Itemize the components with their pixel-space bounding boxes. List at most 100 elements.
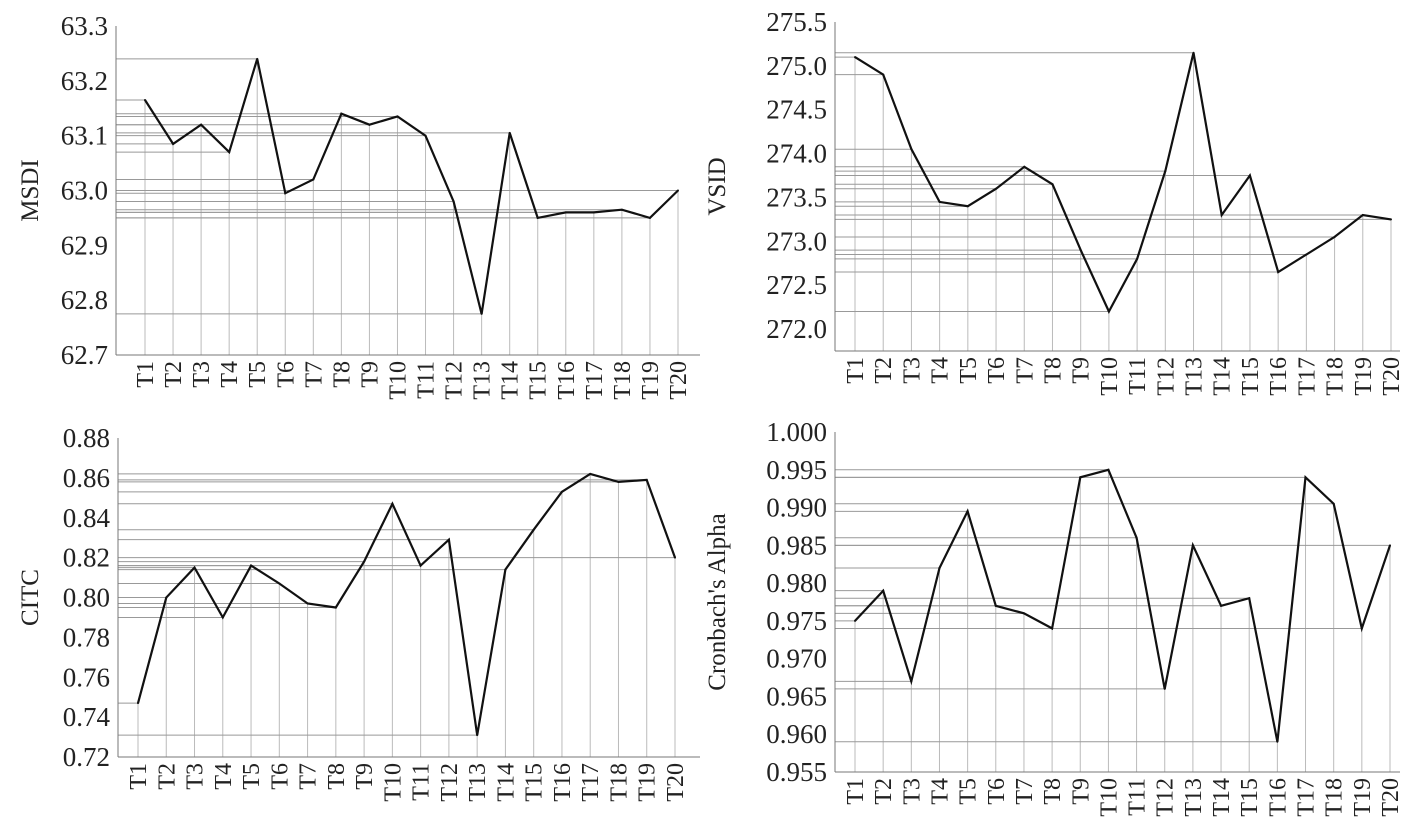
y-tick-label: 0.76 — [63, 662, 110, 692]
data-point-T15 — [1248, 174, 1251, 177]
x-tick-label: T14 — [493, 763, 519, 802]
data-point-T20 — [677, 189, 679, 192]
x-tick-label: T20 — [666, 361, 692, 400]
data-point-T16 — [1276, 740, 1279, 743]
data-point-T15 — [532, 528, 535, 531]
x-tick-label: T13 — [1182, 357, 1208, 396]
x-tick-label: T16 — [554, 361, 580, 400]
data-point-T10 — [1107, 310, 1110, 313]
x-tick-label: T6 — [267, 763, 293, 790]
y-axis-label: Cronbach's Alpha — [704, 513, 731, 690]
y-tick-label: 275.5 — [766, 7, 827, 37]
x-tick-label: T7 — [296, 763, 322, 790]
x-tick-label: T19 — [1351, 357, 1377, 396]
data-point-T16 — [564, 211, 567, 214]
y-axis-label: MSDI — [17, 159, 44, 222]
y-tick-label: 0.74 — [63, 702, 111, 732]
data-point-T3 — [910, 148, 913, 151]
data-point-T12 — [1163, 687, 1166, 690]
data-point-T2 — [165, 596, 168, 599]
x-tick-label: T16 — [1266, 357, 1292, 396]
y-tick-label: 273.0 — [766, 226, 827, 256]
x-tick-label: T2 — [871, 778, 897, 805]
data-point-T14 — [1220, 214, 1223, 217]
series-line — [854, 468, 1392, 743]
y-tick-label: 272.5 — [766, 270, 827, 300]
series-line — [136, 472, 677, 736]
x-tick-label: T8 — [1040, 778, 1066, 805]
data-point-T2 — [882, 73, 885, 76]
y-tick-label: 0.965 — [766, 681, 827, 711]
y-tick-label: 0.88 — [63, 423, 110, 453]
y-tick-label: 0.975 — [766, 606, 827, 636]
data-point-T20 — [674, 556, 676, 559]
y-tick-label: 275.0 — [766, 51, 827, 81]
y-tick-label: 0.985 — [766, 530, 827, 560]
data-point-T6 — [994, 604, 997, 607]
x-tick-label: T1 — [843, 357, 869, 384]
data-point-T4 — [228, 151, 231, 154]
x-tick-label: T9 — [352, 763, 378, 790]
x-tick-label: T12 — [1153, 778, 1179, 817]
x-tick-label: T14 — [498, 361, 524, 400]
y-tick-label: 63.0 — [61, 176, 108, 206]
data-point-T17 — [1304, 476, 1307, 479]
chart-panel-2: 272.0 272.5 273.0 273.5 274.0 274.5 275.0 275.5… — [704, 7, 1405, 396]
x-tick-label: T3 — [899, 778, 925, 805]
data-point-T14 — [1220, 604, 1223, 607]
x-tick-label: T14 — [1209, 778, 1235, 817]
data-point-T18 — [1333, 235, 1336, 238]
data-point-T2 — [172, 142, 175, 145]
data-point-T5 — [250, 564, 253, 567]
y-tick-label: 0.72 — [63, 742, 110, 772]
x-tick-label: T20 — [1378, 778, 1404, 817]
x-tick-label: T12 — [1153, 357, 1179, 396]
x-tick-label: T4 — [928, 357, 954, 384]
data-point-T5 — [966, 510, 969, 513]
x-tick-label: T15 — [1238, 357, 1264, 396]
y-tick-label: 63.2 — [61, 66, 108, 96]
data-point-T14 — [508, 131, 511, 134]
x-tick-label: T2 — [154, 763, 180, 790]
data-point-T12 — [452, 200, 455, 203]
x-tick-label: T9 — [357, 361, 383, 388]
data-point-T15 — [536, 216, 539, 219]
data-point-T18 — [1332, 502, 1335, 505]
x-tick-label: T3 — [189, 361, 215, 388]
x-tick-label: T10 — [1097, 357, 1123, 396]
x-tick-label: T8 — [329, 361, 355, 388]
data-point-T8 — [334, 606, 337, 609]
data-point-T20 — [1389, 544, 1391, 547]
data-point-T8 — [340, 112, 343, 115]
x-tick-label: T16 — [550, 763, 576, 802]
data-point-T4 — [221, 616, 224, 619]
y-tick-label: 63.3 — [61, 11, 108, 41]
x-tick-label: T18 — [606, 763, 632, 802]
data-point-T18 — [617, 480, 620, 483]
x-tick-label: T6 — [984, 778, 1010, 805]
data-point-T13 — [480, 312, 483, 315]
y-tick-label: 0.86 — [63, 463, 110, 493]
data-point-T17 — [1305, 253, 1308, 256]
data-point-T1 — [144, 99, 146, 102]
y-tick-label: 62.8 — [61, 285, 108, 315]
x-tick-label: T10 — [385, 361, 411, 400]
data-point-T4 — [938, 567, 941, 569]
x-tick-label: T1 — [126, 763, 152, 790]
data-point-T12 — [1164, 170, 1167, 173]
data-point-T7 — [306, 602, 309, 605]
y-tick-label: 0.980 — [766, 568, 827, 598]
x-tick-label: T11 — [409, 763, 435, 801]
x-tick-label: T16 — [1265, 778, 1291, 817]
y-tick-label: 0.960 — [766, 719, 827, 749]
y-tick-label: 0.80 — [63, 583, 110, 613]
y-tick-label: 274.0 — [766, 139, 827, 169]
chart-panel-1: 62.7 62.8 62.9 63.0 63.1 63.2 63.3 T1 T2 T3 T4 T5 T6… — [17, 11, 700, 400]
x-tick-label: T11 — [1125, 778, 1151, 816]
data-point-T12 — [447, 538, 450, 541]
data-point-T17 — [589, 472, 592, 475]
x-tick-label: T7 — [1012, 357, 1038, 384]
x-tick-label: T7 — [301, 361, 327, 388]
data-point-T3 — [193, 566, 196, 569]
